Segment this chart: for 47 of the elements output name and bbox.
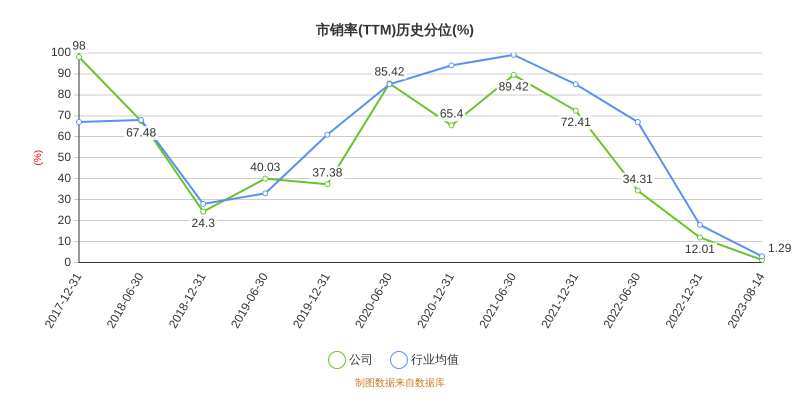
point [76,54,82,60]
y-tick-label: 30 [58,192,72,206]
point [696,222,703,228]
y-tick-label: 60 [58,129,72,144]
point [572,81,579,88]
point [324,181,330,188]
y-tick-label: 50 [58,150,72,164]
point [200,208,206,215]
point [572,108,579,114]
point [324,132,330,138]
point [262,190,268,196]
data-label: 85.42 [374,64,405,79]
data-label: 89.42 [498,79,529,94]
point [510,72,517,78]
point [510,52,517,58]
point [759,253,765,260]
y-tick-label: 100 [50,45,72,60]
y-tick-label: 20 [58,212,72,227]
point [76,119,82,126]
point [262,176,268,182]
point [448,122,455,128]
y-tick-label: 10 [58,234,72,248]
data-label: 98 [72,38,86,52]
data-label: 1.29 [768,241,792,256]
y-tick-label: 90 [58,66,72,80]
point [200,200,206,207]
chart-title: 市销率(TTM)历史分位(%) [315,21,474,38]
data-label: 12.01 [684,242,716,256]
point [448,62,455,68]
data-label: 37.38 [312,166,343,180]
legend-label: 公司 [349,352,373,366]
y-tick-label: 0 [64,254,72,269]
y-tick-label: 40 [58,171,72,186]
data-label: 24.3 [192,216,216,230]
y-tick-label: 70 [58,108,72,122]
y-axis-title: (%) [32,150,44,166]
data-label: 40.03 [250,160,281,174]
data-label: 65.4 [440,106,464,121]
point [634,188,641,194]
data-label: 67.48 [126,125,156,140]
data-label: 72.41 [560,115,592,130]
y-tick-label: 80 [58,87,72,102]
text: 制图数据来自数据库 [354,376,446,390]
point [696,234,703,240]
point [634,119,641,126]
data-label: 34.31 [622,172,654,186]
legend-label: 行业均值 [411,352,459,366]
